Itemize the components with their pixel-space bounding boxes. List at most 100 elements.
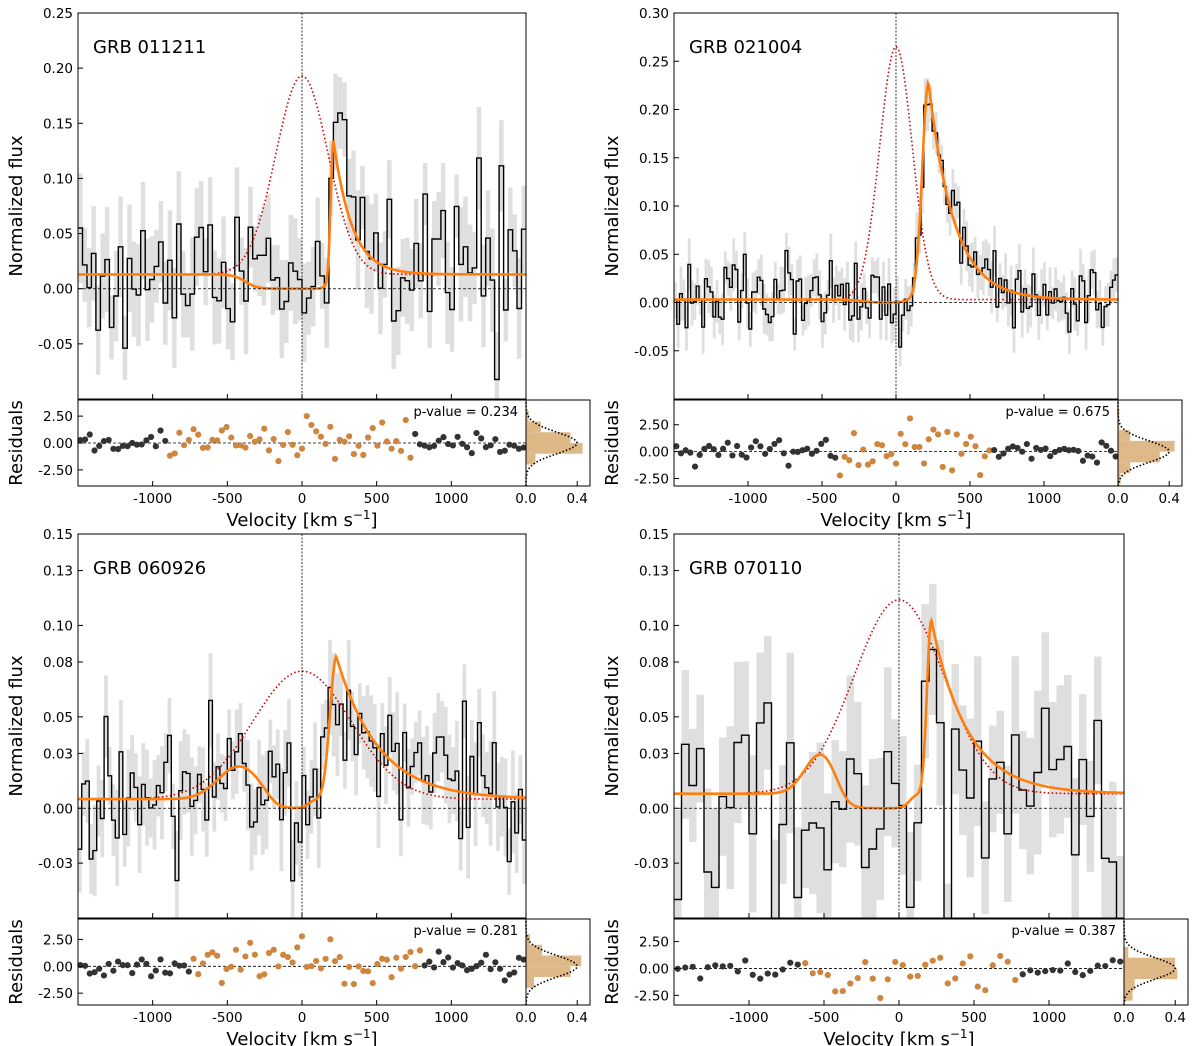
histogram-bar [1118,419,1120,431]
residual-point [496,448,504,456]
x-tick-label: 500 [961,1010,987,1026]
residual-point [374,960,381,968]
residual-point [110,967,117,974]
panel-title: GRB 021004 [689,37,802,58]
error-band-bin [711,807,719,918]
residual-point [689,963,696,970]
error-band-bin [771,839,779,918]
residual-point [454,433,461,440]
y-tick-label: 0.25 [43,6,73,22]
residual-point [1112,453,1119,460]
residual-point [86,431,93,438]
residual-point [776,437,783,444]
histogram-bar [526,977,535,988]
y-tick-label: 0.10 [43,618,73,634]
residual-point [280,441,287,449]
y-tick-label: 0.05 [639,710,669,726]
residual-point [195,971,202,978]
residual-point [449,442,457,449]
histogram-axes-frame [525,918,591,1006]
residual-point [445,954,452,961]
histogram-bar [526,432,571,443]
residual-point [929,957,936,964]
residual-point [181,962,188,969]
data-spectrum-line [78,112,526,381]
residual-point [841,453,848,460]
residual-point [360,967,367,975]
y-tick-label: 0.15 [639,527,669,543]
residual-point [91,969,98,976]
residual-point [1098,439,1105,446]
residual-point [468,965,475,972]
residual-y-tick-label: 2.50 [639,418,669,434]
residual-point [265,949,273,957]
residual-point [280,951,287,958]
residual-point [147,433,155,441]
y-tick-label: 0.15 [43,527,73,543]
residual-point [958,450,965,457]
residual-point [430,964,438,971]
residual-point [228,963,235,970]
residual-point [407,948,414,956]
residual-point [1033,444,1040,452]
residual-point [1023,440,1030,448]
residual-point [712,962,719,969]
residual-point [854,974,861,982]
residual-point [181,442,188,449]
residual-point [715,451,722,459]
residual-point [388,974,395,981]
residual-point [794,448,801,455]
residual-point [440,434,447,441]
residual-point [1102,962,1109,970]
residual-point [133,441,141,448]
histogram-bar [1118,451,1160,463]
histogram-bar [526,966,571,978]
residual-point [877,994,884,1002]
residual-point [864,461,872,468]
residual-point [199,444,207,452]
x-axis-label-sup: −1 [950,1027,968,1041]
residual-point [520,956,527,963]
residual-point [185,436,192,444]
residual-point [520,444,527,451]
residual-point [77,436,84,444]
residual-point [341,438,348,445]
residual-point [897,430,904,437]
residual-point [757,443,764,450]
x-tick-label: -1000 [133,1010,172,1026]
residual-point [416,947,423,954]
residual-point [906,415,914,422]
residual-point [794,961,801,968]
residual-point [298,445,306,452]
y-tick-label: 0.10 [639,618,669,634]
residual-point [752,438,759,445]
intrinsic-profile-line [78,670,526,800]
residual-point [743,454,750,461]
residual-point [478,959,485,966]
residual-point [393,954,400,961]
histogram-bar [1124,989,1133,1001]
residual-y-axis-label: Residuals [6,400,27,485]
residual-point [204,951,211,958]
residual-point [435,948,442,955]
x-tick-label: 0 [892,491,901,507]
residual-point [199,960,207,967]
y-tick-label: 0.15 [639,151,669,167]
residual-point [1093,459,1101,466]
residual-point [364,968,372,975]
residual-point [1047,453,1054,460]
x-tick-label: 1000 [1027,491,1061,507]
residual-point [1094,962,1101,969]
main-plot-area [78,534,526,918]
x-axis-label-main: Velocity [km s [820,510,946,531]
residual-point [402,953,409,961]
residual-point [719,963,726,970]
residual-point [916,443,923,451]
x-axis-label-end: ] [965,510,972,531]
residual-point [81,436,89,443]
residual-point [426,958,433,965]
residual-point [110,445,117,452]
x-axis-label-end: ] [968,1029,975,1046]
y-tick-label: 0.03 [43,746,73,762]
